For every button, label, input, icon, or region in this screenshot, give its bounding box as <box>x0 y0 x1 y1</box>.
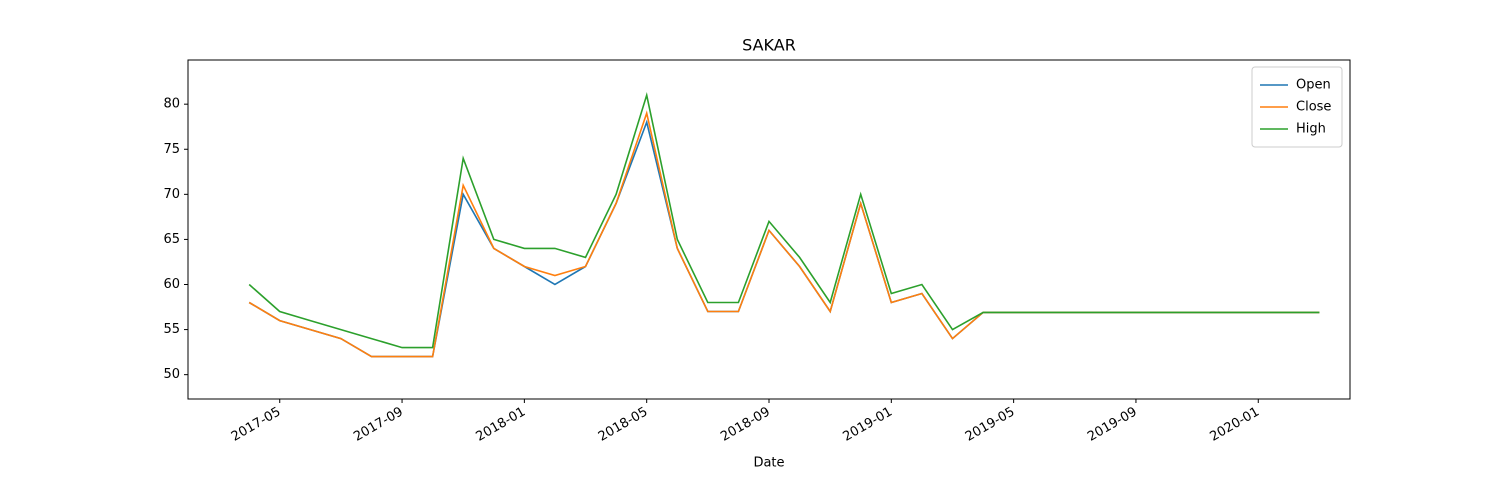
x-tick-label: 2020-01 <box>1207 405 1262 445</box>
y-tick-label: 70 <box>163 187 180 202</box>
x-tick-label: 2017-05 <box>229 405 284 445</box>
x-tick-label: 2018-05 <box>596 405 651 445</box>
x-tick-label: 2019-05 <box>963 405 1018 445</box>
y-tick-label: 65 <box>163 232 180 247</box>
x-tick-label: 2019-09 <box>1085 405 1140 445</box>
series-line <box>248 92 1320 349</box>
series-line <box>248 110 1320 358</box>
chart-title: SAKAR <box>742 36 796 55</box>
x-tick-label: 2019-01 <box>841 405 896 445</box>
y-tick-label: 60 <box>163 277 180 292</box>
axes-frame <box>187 59 1351 400</box>
legend-label: Open <box>1296 78 1331 93</box>
x-tick-label: 2017-09 <box>351 405 406 445</box>
y-tick-label: 50 <box>163 367 180 382</box>
y-tick-label: 55 <box>163 322 180 337</box>
legend-label: High <box>1296 122 1326 137</box>
legend-box <box>1251 66 1343 148</box>
y-tick-label: 75 <box>163 142 180 157</box>
x-axis-label: Date <box>753 456 784 471</box>
legend-label: Close <box>1296 100 1331 115</box>
x-tick-label: 2018-09 <box>718 405 773 445</box>
y-tick-label: 80 <box>163 97 180 112</box>
x-tick-label: 2018-01 <box>474 405 529 445</box>
plot-area: 50 55 60 65 70 75 80 2017-05 2017-09 2018-01 2018-… <box>163 92 1320 445</box>
